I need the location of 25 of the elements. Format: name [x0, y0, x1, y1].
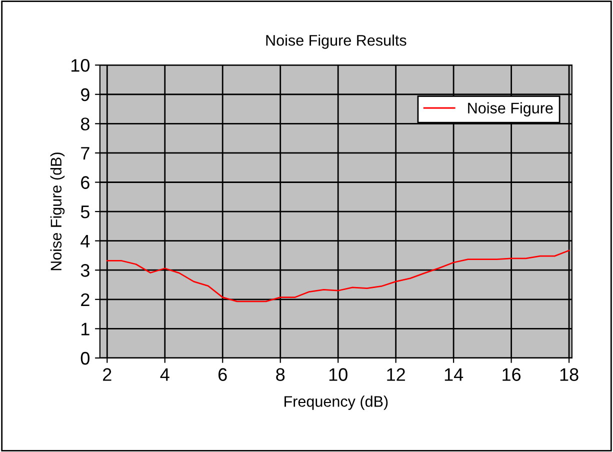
y-tick-label: 1	[82, 322, 90, 336]
y-tick-label: 8	[80, 118, 90, 130]
y-tick-label: 4	[80, 234, 90, 248]
x-tick-label: 12	[387, 368, 405, 381]
y-tick-label: 5	[80, 206, 90, 218]
y-tick-label: 0	[80, 352, 90, 365]
line-series	[106, 250, 570, 302]
x-tick-label: 10	[329, 368, 348, 381]
y-tick-label: 2	[81, 293, 90, 306]
x-tick-label: 18	[560, 368, 578, 381]
x-tick-label: 6	[218, 368, 227, 381]
y-tick-label: 9	[81, 88, 90, 102]
x-tick-label: 2	[103, 368, 112, 381]
x-tick-label: 8	[276, 368, 285, 381]
y-tick-label: 7	[81, 147, 90, 160]
y-tick-label: 6	[81, 176, 90, 189]
x-tick-label: 4	[160, 368, 170, 381]
x-tick-label: 14	[444, 368, 464, 381]
y-tick-label: 10	[71, 59, 90, 72]
x-axis-title: Frequency (dB)	[284, 396, 388, 410]
chart-title: Noise Figure Results	[266, 34, 406, 49]
legend-label: Noise Figure	[468, 102, 553, 117]
x-tick-label: 16	[502, 368, 521, 381]
y-axis-title: Noise Figure (dB)	[50, 152, 65, 270]
y-tick-label: 3	[80, 264, 90, 277]
